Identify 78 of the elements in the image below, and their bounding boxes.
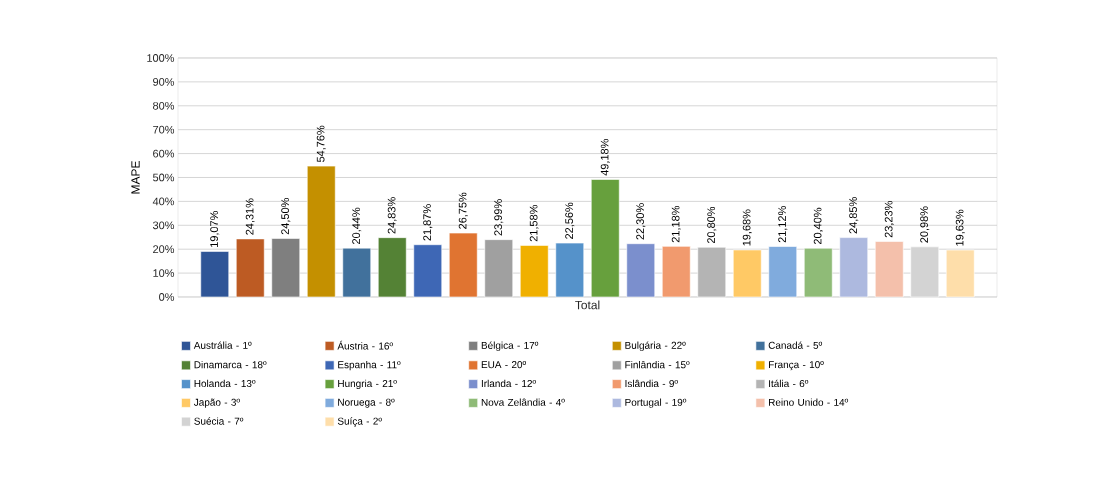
legend-label: Áustria - 16º: [337, 340, 393, 350]
data-label: 21,87%: [423, 204, 433, 241]
y-tick-label: 80%: [153, 101, 175, 110]
data-label: 24,83%: [387, 197, 397, 234]
data-label: 21,58%: [529, 205, 539, 242]
data-label: 20,80%: [707, 206, 717, 244]
legend-label: Finlândia - 15º: [625, 360, 690, 369]
bar: [661, 246, 691, 298]
legend-label: EUA - 20º: [481, 361, 527, 369]
data-label: 21,12%: [778, 206, 788, 243]
data-label: 23,23%: [884, 201, 894, 238]
y-tick-label: 100%: [147, 54, 175, 62]
legend-label: Itália - 6º: [769, 379, 809, 388]
bar: [590, 179, 620, 298]
bar: [803, 247, 833, 298]
bar: [874, 241, 904, 298]
bar: [555, 242, 585, 298]
legend-label: Suécia - 7º: [194, 417, 244, 425]
bar: [271, 238, 301, 298]
y-tick-label: 40%: [152, 197, 175, 206]
bar: [697, 246, 727, 298]
legend-label: Noruega - 8º: [338, 398, 395, 408]
y-tick-label: 10%: [153, 269, 175, 277]
data-label: 49,18%: [600, 139, 610, 176]
legend-label: Bélgica - 17º: [481, 341, 539, 351]
y-tick-label: 50%: [152, 173, 175, 182]
data-label: 20,98%: [920, 206, 930, 243]
bar: [945, 249, 975, 298]
bar: [484, 239, 514, 298]
y-tick-label: 60%: [153, 149, 175, 158]
legend-label: Hungria - 21º: [338, 379, 397, 390]
data-label: 19,68%: [742, 209, 752, 246]
data-label: 24,50%: [281, 198, 291, 235]
legend-label: Portugal - 19º: [625, 398, 687, 408]
legend-label: Austrália - 1º: [193, 341, 252, 349]
y-tick-label: 90%: [153, 78, 175, 86]
bar: [732, 249, 762, 298]
bar: [519, 245, 549, 298]
legend-label: Dinamarca - 18º: [194, 360, 267, 369]
y-tick-label: 70%: [153, 125, 175, 134]
y-tick-label: 0%: [159, 293, 175, 301]
x-tick-label: Total: [575, 300, 600, 310]
legend-label: Espanha - 11º: [338, 360, 401, 371]
legend-label: Suíça - 2º: [337, 417, 382, 427]
bar: [306, 165, 336, 298]
data-label: 54,76%: [316, 125, 326, 163]
data-label: 20,40%: [813, 207, 823, 245]
data-label: 24,85%: [849, 197, 859, 234]
legend-label: França - 10º: [769, 361, 824, 371]
bar: [377, 237, 407, 298]
legend-label: Islândia - 9º: [625, 379, 678, 388]
bar: [235, 238, 265, 298]
data-label: 19,07%: [210, 211, 220, 247]
bar: [448, 232, 478, 298]
legend-label: Nova Zelândia - 4º: [481, 398, 565, 406]
bar: [342, 247, 372, 298]
bar: [839, 237, 869, 298]
data-label: 19,63%: [955, 209, 965, 246]
legend-label: Holanda - 13º: [194, 379, 256, 388]
legend-label: Japão - 3º: [193, 398, 240, 408]
data-label: 22,30%: [636, 203, 646, 240]
legend-label: Bulgária - 22º: [625, 341, 686, 351]
legend-label: Reino Unido - 14º: [769, 398, 849, 406]
bar: [200, 251, 230, 298]
data-label: 22,56%: [565, 202, 575, 239]
data-label: 26,75%: [458, 192, 468, 229]
bar: [626, 243, 656, 298]
y-tick-label: 20%: [153, 245, 175, 254]
legend-label: Irlanda - 12º: [481, 379, 536, 388]
bar: [768, 246, 798, 298]
y-axis-title: MAPE: [131, 161, 140, 194]
data-label: 24,31%: [245, 198, 255, 235]
data-label: 20,44%: [352, 207, 362, 244]
legend-label: Canadá - 5º: [768, 341, 823, 349]
bar: [413, 244, 443, 298]
data-label: 23,99%: [494, 199, 504, 236]
data-label: 21,18%: [671, 205, 681, 243]
y-tick-label: 30%: [152, 221, 175, 230]
